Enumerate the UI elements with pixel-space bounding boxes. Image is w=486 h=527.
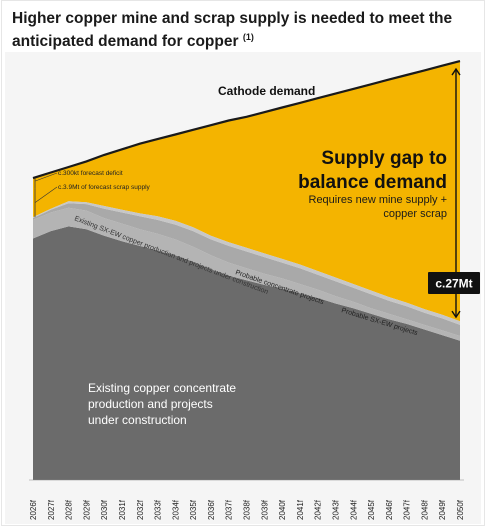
- x-tick-label: 2032f: [136, 499, 145, 520]
- existing-conc-line3: under construction: [88, 413, 187, 427]
- x-tick-label: 2049f: [438, 499, 447, 520]
- x-tick-label: 2040f: [278, 499, 287, 520]
- title-footnote: (1): [242, 32, 254, 42]
- cathode-demand-line: [32, 60, 461, 180]
- x-tick-label: 2036f: [207, 499, 216, 520]
- existing-conc-line1: Existing copper concentrate: [88, 381, 236, 395]
- x-tick-label: 2045f: [367, 499, 376, 520]
- deficit-leader: [34, 172, 58, 182]
- x-tick-label: 2039f: [260, 499, 269, 520]
- gap-heading-line2: balance demand: [298, 172, 447, 193]
- x-tick-label: 2034f: [171, 499, 180, 520]
- x-tick-label: 2027f: [47, 499, 56, 520]
- stacked-areas: [33, 61, 460, 480]
- x-tick-label: 2030f: [100, 499, 109, 520]
- x-tick-label: 2033f: [154, 499, 163, 520]
- gap-subtext-line1: Requires new mine supply +: [309, 194, 448, 206]
- x-tick-label: 2037f: [225, 499, 234, 520]
- x-tick-label: 2047f: [403, 499, 412, 520]
- x-tick-label: 2042f: [314, 499, 323, 520]
- x-tick-label: 2048f: [420, 499, 429, 520]
- x-tick-label: 2038f: [243, 499, 252, 520]
- gap-size-box: [428, 272, 480, 294]
- x-tick-label: 2031f: [118, 499, 127, 520]
- scrap-leader: [34, 186, 58, 203]
- x-tick-label: 2044f: [349, 499, 358, 520]
- x-tick-label: 2050f: [456, 499, 465, 520]
- gap-arrow-head-bottom: [451, 310, 461, 319]
- x-tick-label: 2041f: [296, 499, 305, 520]
- supply-gap-area: [33, 61, 460, 322]
- x-tick-label: 2029f: [82, 499, 91, 520]
- deficit-annotation: c.300kt forecast deficit: [58, 170, 123, 177]
- x-tick-label: 2028f: [65, 499, 74, 520]
- demand-label: Cathode demand: [218, 84, 315, 98]
- x-axis: 2026f 2027f 2028f 2029f 2030f 2031f 2032f 2033f…: [29, 479, 465, 520]
- gap-size-label: c.27Mt: [435, 277, 472, 291]
- x-tick-label: 2043f: [331, 499, 340, 520]
- scrap-annotation: c.3.9Mt of forecast scrap supply: [58, 184, 151, 191]
- existing-conc-line2: production and projects: [88, 397, 213, 411]
- gap-subtext-line2: copper scrap: [383, 208, 447, 220]
- demand-series: c.27Mt: [32, 60, 480, 319]
- gap-arrow-head-top: [451, 67, 461, 76]
- x-tick-label: 2046f: [385, 499, 394, 520]
- chart-title: Higher copper mine and scrap supply is n…: [12, 9, 482, 51]
- x-tick-label: 2026f: [29, 499, 38, 520]
- title-text: Higher copper mine and scrap supply is n…: [12, 10, 453, 51]
- x-tick-label: 2035f: [189, 499, 198, 520]
- gap-heading-line1: Supply gap to: [321, 148, 447, 169]
- existing-sxew-area: [33, 207, 460, 341]
- existing-concentrate-area: [33, 226, 460, 480]
